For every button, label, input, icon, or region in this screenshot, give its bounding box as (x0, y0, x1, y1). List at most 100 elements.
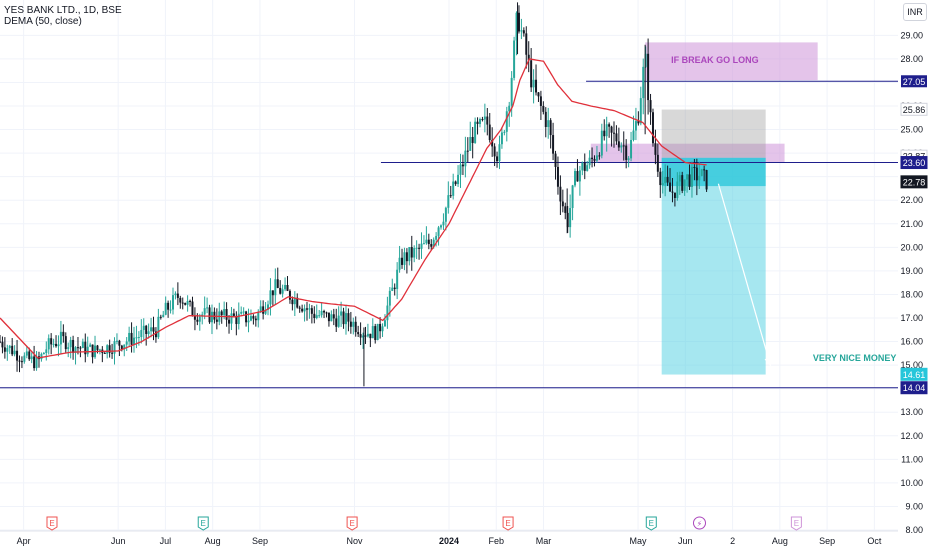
candle-body (496, 156, 499, 162)
earnings-event-icon (46, 516, 58, 531)
candle-body (62, 331, 65, 337)
candle-body (30, 356, 33, 360)
candle-body (598, 155, 601, 157)
y-tick-label: 11.00 (901, 454, 923, 464)
candle-body (247, 320, 250, 323)
symbol-title[interactable]: YES BANK LTD., 1D, BSE (4, 5, 122, 16)
candle-body (191, 301, 194, 317)
candle-body (471, 136, 474, 143)
y-tick-label: 18.00 (900, 289, 923, 299)
candle-body (86, 346, 89, 355)
candle-body (454, 181, 457, 185)
candle-body (337, 315, 340, 327)
candle-body (20, 361, 23, 363)
y-tick-label: 28.00 (900, 54, 923, 64)
candle-body (240, 311, 243, 314)
split-event-glyph: ⚡ (697, 520, 703, 529)
candle-body (225, 309, 228, 320)
candle-body (108, 345, 111, 353)
x-tick-label: May (630, 536, 648, 546)
candle-body (103, 352, 106, 354)
candle-body (135, 337, 138, 339)
candle-body (440, 225, 443, 228)
currency-label[interactable]: INR (903, 3, 927, 21)
candle-body (600, 130, 603, 156)
candle-body (620, 145, 623, 148)
candle-body (125, 341, 128, 345)
candle-body (81, 341, 84, 348)
candle-body (459, 164, 462, 175)
price-tag-label: 22.78 (903, 177, 926, 187)
earnings-event-glyph: E (794, 519, 799, 528)
candle-body (371, 326, 374, 339)
candle-body (72, 339, 75, 353)
candle-body (488, 124, 491, 141)
candle-body (96, 345, 99, 351)
candle-body (11, 345, 14, 355)
candle-body (167, 302, 170, 310)
candle-body (281, 289, 284, 294)
candle-body (254, 318, 257, 321)
candle-body (203, 308, 206, 315)
zone-grey (661, 109, 766, 158)
y-tick-label: 25.00 (900, 125, 923, 135)
candle-body (145, 325, 148, 335)
candle-body (120, 345, 123, 350)
x-tick-label: Oct (867, 536, 882, 546)
earnings-event-icon (346, 516, 358, 531)
candle-body (349, 321, 352, 327)
candle-body (269, 290, 272, 305)
y-tick-label: 16.00 (900, 337, 923, 347)
candle-body (220, 311, 223, 316)
candle-body (554, 153, 557, 167)
x-tick-label: Jun (678, 536, 693, 546)
candle-body (437, 227, 440, 236)
y-tick-label: 8.00 (905, 525, 923, 535)
candle-body (452, 181, 455, 196)
candle-body (530, 60, 533, 88)
candle-body (111, 352, 114, 354)
y-tick-label: 21.00 (900, 219, 923, 229)
candle-body (388, 290, 391, 306)
indicator-legend[interactable]: DEMA (50, close) (4, 16, 82, 27)
candle-body (16, 350, 19, 361)
candle-body (447, 195, 450, 208)
candle-body (383, 320, 386, 327)
candle-body (449, 195, 452, 197)
candle-body (181, 302, 184, 304)
candle-body (505, 111, 508, 132)
candle-body (8, 345, 11, 349)
candle-body (491, 140, 494, 147)
candle-body (542, 105, 545, 112)
candle-body (262, 306, 265, 314)
candle-body (171, 295, 174, 310)
x-tick-label: Aug (205, 536, 221, 546)
candle-body (210, 311, 213, 323)
price-tag-label: 14.61 (903, 370, 926, 380)
candle-body (391, 287, 394, 291)
candle-body (398, 257, 401, 270)
candle-body (33, 356, 36, 369)
candle-body (476, 121, 479, 124)
earnings-event-icon (645, 516, 657, 531)
earnings-event-glyph: E (349, 519, 354, 528)
candle-body (535, 79, 538, 93)
candle-body (669, 182, 672, 192)
candle-body (352, 321, 355, 327)
candle-body (79, 347, 82, 349)
candle-body (525, 33, 528, 55)
candle-body (303, 308, 306, 312)
candle-body (700, 169, 703, 176)
candle-body (664, 176, 667, 184)
x-tick-label: 2 (730, 536, 735, 546)
candle-body (91, 344, 94, 358)
price-tag (900, 156, 928, 170)
candle-body (656, 154, 659, 172)
candle-body (510, 77, 513, 106)
price-tag-label: 14.04 (903, 383, 926, 393)
candle-body (649, 100, 652, 113)
candle-body (683, 179, 686, 191)
candle-body (522, 30, 525, 34)
candle-body (242, 311, 245, 313)
